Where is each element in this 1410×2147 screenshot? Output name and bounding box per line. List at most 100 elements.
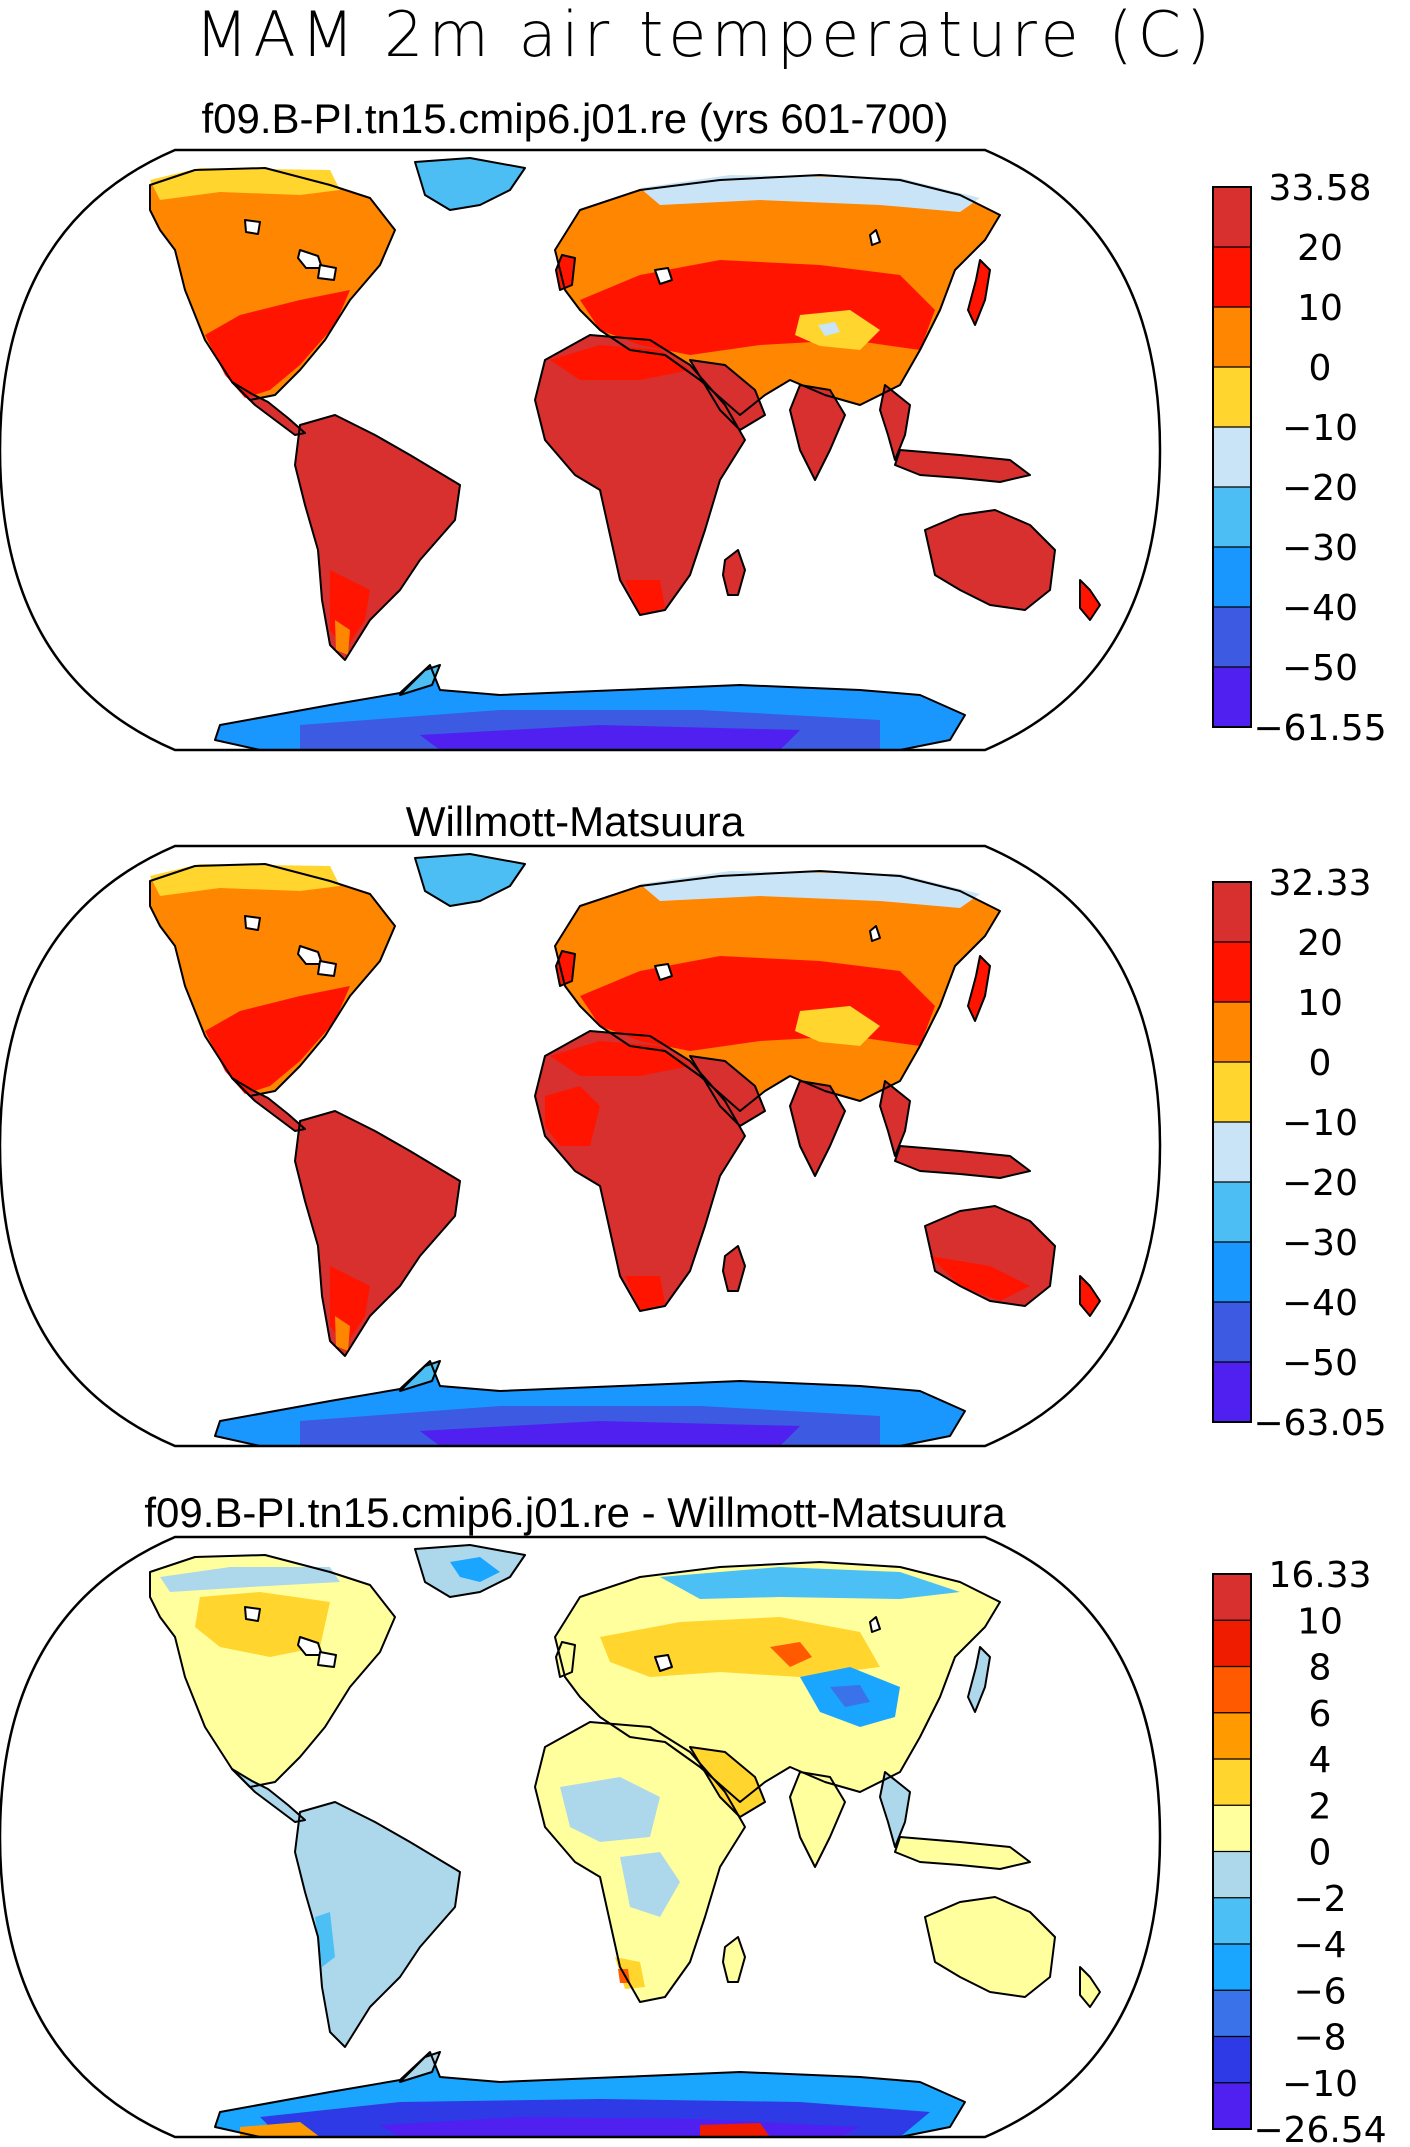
land-arabia [690, 360, 765, 430]
colorbar-tick-label: 10 [1297, 288, 1343, 329]
lake-4 [869, 925, 881, 942]
panel-1-map [0, 148, 1162, 752]
lake-0 [297, 249, 323, 269]
coastline-arabia [689, 1055, 766, 1127]
map-border [0, 1535, 1162, 2139]
lake-2 [244, 219, 261, 235]
field-siberia-cold-band [640, 871, 980, 908]
colorbar-frame [1212, 881, 1252, 1423]
field-arctic-cold-bias [160, 1567, 340, 1592]
colorbar-tick-label: −30 [1282, 528, 1358, 569]
map-border [0, 844, 1162, 1448]
colorbar-swatch [1213, 1897, 1251, 1945]
field-andes-cold-bias [315, 1912, 335, 1967]
field-s-africa-tip [625, 580, 665, 615]
colorbar-swatch [1213, 427, 1251, 488]
colorbar-tick-label: −2 [1293, 1879, 1346, 1920]
coastline-eurasia [554, 870, 1001, 1112]
colorbar-tick-label: 0 [1309, 348, 1332, 389]
field-central-africa-cold [620, 1852, 680, 1917]
colorbar-tick-label: 0 [1309, 1833, 1332, 1874]
colorbar-tick-label: −50 [1282, 1343, 1358, 1384]
coastline-greenland [414, 1544, 526, 1598]
map-border [0, 148, 1162, 752]
lake-2 [244, 1606, 261, 1622]
colorbar-swatch [1213, 367, 1251, 428]
colorbar-tick-label: 10 [1297, 983, 1343, 1024]
land-australia [925, 1897, 1055, 1997]
land-uk [556, 255, 575, 290]
colorbar-tick-label: −50 [1282, 648, 1358, 689]
colorbar-tick-label: −20 [1282, 1163, 1358, 1204]
panel-2-title: Willmott-Matsuura [405, 798, 745, 845]
colorbar-tick-label: −10 [1282, 2064, 1358, 2105]
colorbar-tick-label: −40 [1282, 1283, 1358, 1324]
colorbar-tick-label: −8 [1293, 2018, 1346, 2059]
field-na-warm-band [205, 290, 350, 398]
colorbar-swatch [1213, 547, 1251, 608]
colorbar-swatch [1213, 882, 1251, 943]
colorbar-swatch [1213, 1242, 1251, 1303]
coastline-southamerica [294, 1801, 461, 2048]
lake-4 [869, 1616, 881, 1633]
field-patagonia [335, 620, 350, 655]
coastline-africa [534, 1721, 746, 2003]
panel-2-map [0, 844, 1162, 1448]
colorbar-swatch [1213, 1759, 1251, 1806]
land-antarctic_pen [400, 665, 440, 695]
coastline-antarctic_pen [399, 664, 441, 696]
land-uk [556, 951, 575, 986]
field-patagonia [335, 1316, 350, 1351]
colorbar-tick-label: 2 [1309, 1786, 1332, 1827]
colorbar-tick-label: 33.58 [1268, 168, 1371, 209]
land-newzealand [1080, 1967, 1100, 2007]
coastline-madagascar [722, 549, 746, 596]
colorbar-tick-label: 0 [1309, 1043, 1332, 1084]
land-antarctic_pen [400, 1361, 440, 1391]
coastline-newzealand [1079, 1966, 1101, 2008]
coastline-southamerica [294, 414, 461, 661]
colorbar-swatch [1213, 1302, 1251, 1363]
colorbar-tick-label: 20 [1297, 923, 1343, 964]
colorbar-tick-label: 32.33 [1268, 863, 1371, 904]
coastline-arabia [689, 1746, 766, 1818]
coastline-eurasia [554, 1561, 1001, 1803]
colorbar-swatch [1213, 247, 1251, 308]
coastline-uk [555, 254, 576, 291]
colorbar-tick-label: −30 [1282, 1223, 1358, 1264]
field-siberia-cold-bias [660, 1567, 960, 1599]
colorbar-tick-label: −10 [1282, 1103, 1358, 1144]
coastline-africa [534, 334, 746, 616]
land-antarctic_pen [400, 2052, 440, 2082]
field-amazon-cold-bias [320, 1827, 420, 1897]
land-japan [968, 1647, 990, 1712]
lake-3 [654, 963, 673, 981]
coastline-india [789, 1080, 846, 1177]
field-africa-west-warm [545, 1086, 600, 1146]
lake-0 [297, 1636, 323, 1656]
field-tibet-cold-core [818, 322, 840, 336]
coastline-eurasia [554, 174, 1001, 416]
coastline-newzealand [1079, 1275, 1101, 1317]
land-arabia [690, 1747, 765, 1817]
field-australia-south [930, 1256, 1030, 1301]
panel-3-title: f09.B-PI.tn15.cmip6.j01.re - Willmott-Ma… [144, 1489, 1006, 1536]
land-madagascar [723, 1246, 745, 1291]
land-centralamerica [232, 1769, 305, 1822]
land-arabia [690, 1056, 765, 1126]
coastline-centralamerica [231, 381, 306, 436]
coastline-indonesia [894, 449, 1031, 483]
colorbar-swatch [1213, 1002, 1251, 1063]
colorbar-swatch [1213, 1362, 1251, 1423]
panel-3-colorbar: −26.54 −10 −8 −6 −4 −2 0 2 4 6 8 10 16.33 [1212, 1555, 1387, 2147]
coastline-madagascar [722, 1936, 746, 1983]
colorbar-swatch [1213, 187, 1251, 248]
colorbar-swatch [1213, 1944, 1251, 1991]
field-antarctic-core [420, 725, 800, 750]
lake-1 [317, 960, 337, 977]
colorbar-swatch [1213, 942, 1251, 1003]
land-japan [968, 260, 990, 325]
field-siberia-cold-band [640, 175, 980, 212]
colorbar-frame [1212, 186, 1252, 728]
colorbar-swatch [1213, 1062, 1251, 1123]
